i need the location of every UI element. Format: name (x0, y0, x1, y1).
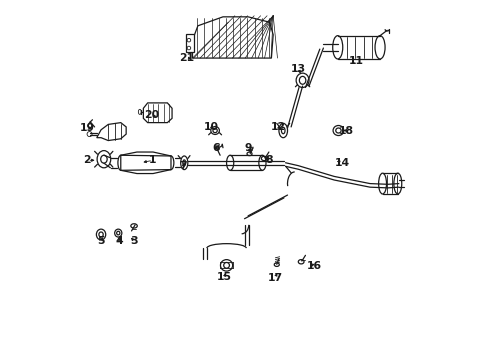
Ellipse shape (115, 229, 122, 237)
Polygon shape (192, 17, 273, 58)
Ellipse shape (296, 73, 308, 87)
Text: 11: 11 (348, 56, 363, 66)
Ellipse shape (97, 150, 110, 168)
Text: 10: 10 (203, 122, 219, 132)
Ellipse shape (374, 36, 384, 59)
Text: 3: 3 (130, 236, 138, 246)
Text: 14: 14 (334, 158, 349, 168)
Polygon shape (143, 103, 172, 123)
Ellipse shape (332, 126, 343, 135)
Ellipse shape (210, 127, 219, 134)
Text: 12: 12 (270, 122, 285, 132)
Text: 2: 2 (83, 155, 91, 165)
Text: 21: 21 (179, 53, 194, 63)
Ellipse shape (226, 155, 233, 170)
Text: 7: 7 (180, 161, 187, 171)
Ellipse shape (332, 36, 342, 59)
Polygon shape (97, 123, 126, 140)
Ellipse shape (168, 156, 174, 170)
Ellipse shape (118, 155, 123, 170)
Ellipse shape (180, 156, 187, 170)
Text: 15: 15 (217, 272, 231, 282)
Text: 8: 8 (264, 155, 272, 165)
Ellipse shape (258, 155, 265, 170)
Text: 5: 5 (97, 236, 104, 246)
Text: 17: 17 (267, 273, 283, 283)
Bar (186, 34, 194, 51)
Ellipse shape (278, 123, 287, 138)
Text: 19: 19 (80, 123, 95, 132)
Ellipse shape (393, 173, 401, 194)
Ellipse shape (220, 260, 232, 271)
Text: 16: 16 (306, 261, 321, 271)
Text: 13: 13 (290, 64, 305, 74)
Polygon shape (121, 152, 171, 174)
Text: 4: 4 (116, 236, 123, 246)
Text: 1: 1 (149, 155, 157, 165)
Ellipse shape (378, 173, 386, 194)
Ellipse shape (96, 229, 105, 240)
Text: 9: 9 (244, 143, 251, 153)
Text: 6: 6 (212, 143, 219, 153)
Text: 20: 20 (143, 111, 159, 121)
Text: 18: 18 (339, 126, 353, 135)
